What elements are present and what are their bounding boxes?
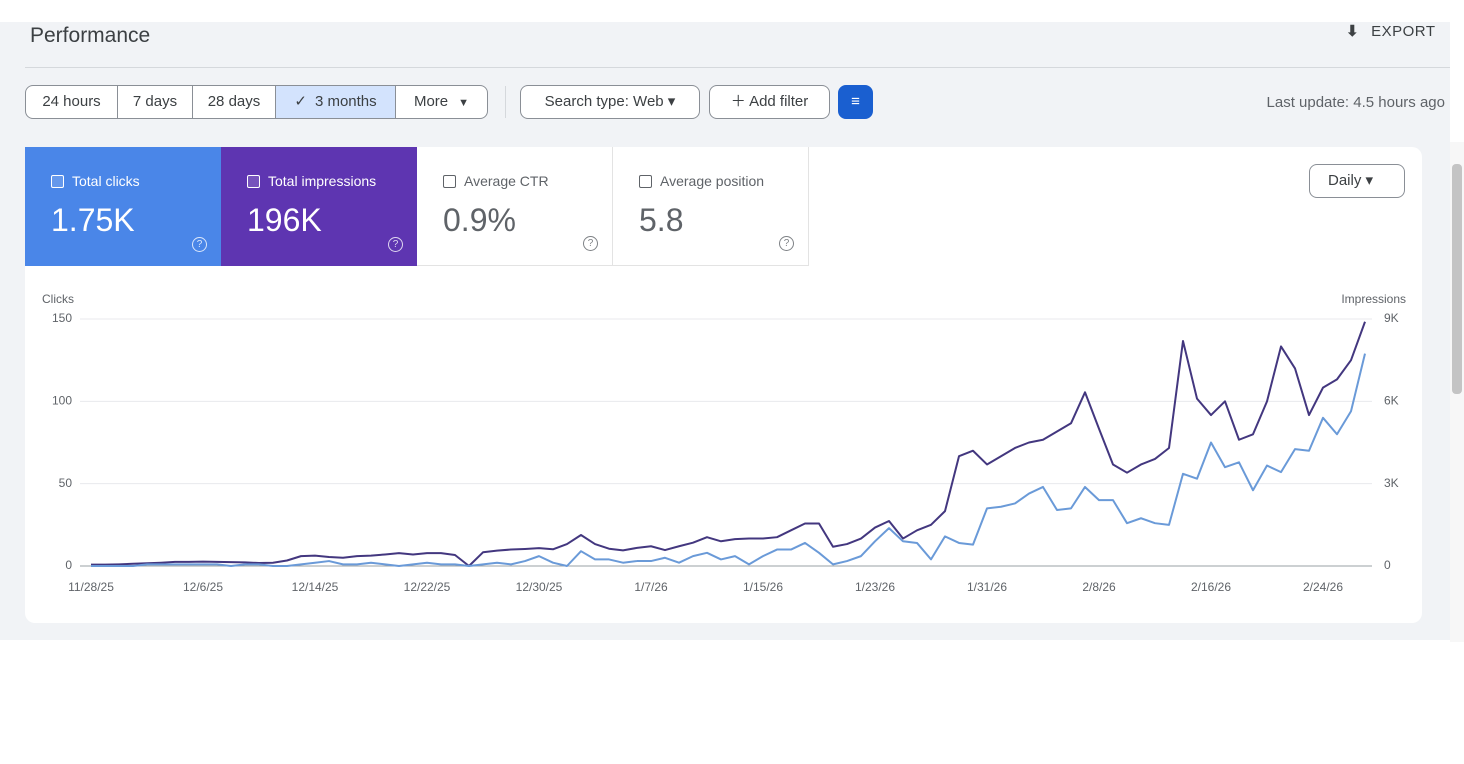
scroll-thumb[interactable] bbox=[1452, 164, 1462, 394]
metric-label: Average position bbox=[660, 173, 765, 189]
granularity-dropdown[interactable]: Daily ▾ bbox=[1309, 164, 1405, 198]
metric-value: 1.75K bbox=[51, 202, 135, 238]
metric-label: Average CTR bbox=[464, 173, 549, 189]
divider bbox=[25, 67, 1450, 68]
x-tick-label: 1/23/26 bbox=[855, 580, 895, 594]
separator bbox=[505, 86, 506, 118]
metric-label: Total impressions bbox=[268, 173, 377, 189]
metric-value: 0.9% bbox=[443, 202, 516, 238]
checkbox bbox=[51, 175, 64, 188]
range-button[interactable]: More ▼ bbox=[395, 85, 488, 119]
x-tick-label: 1/7/26 bbox=[634, 580, 668, 594]
y-tick-label: 100 bbox=[52, 394, 72, 408]
range-button[interactable]: 28 days bbox=[192, 85, 276, 119]
x-tick-label: 11/28/25 bbox=[68, 580, 114, 594]
granularity-label: Daily bbox=[1328, 172, 1362, 189]
search-type-button[interactable]: Search type: Web ▾ bbox=[520, 85, 700, 119]
range-label: 24 hours bbox=[42, 93, 101, 110]
y2-tick-label: 3K bbox=[1384, 476, 1399, 490]
metric-card[interactable]: Total clicks 1.75K? bbox=[25, 147, 221, 266]
y-tick-label: 0 bbox=[65, 558, 72, 572]
dropdown-arrow: ▼ bbox=[458, 97, 470, 109]
series-line bbox=[91, 353, 1366, 567]
y-axis-title: Clicks bbox=[42, 292, 74, 306]
y2-tick-label: 6K bbox=[1384, 394, 1399, 408]
metric-card[interactable]: Total impressions 196K? bbox=[221, 147, 417, 266]
checkbox bbox=[639, 175, 652, 188]
add-filter-label: Add filter bbox=[749, 93, 809, 110]
range-button[interactable]: ✓ 3 months bbox=[275, 85, 396, 119]
scrollbar bbox=[1450, 142, 1464, 642]
metric-label: Total clicks bbox=[72, 173, 140, 189]
range-label: 28 days bbox=[207, 93, 261, 110]
last-update: Last update: 4.5 hours ago bbox=[1266, 94, 1445, 111]
help-icon: ? bbox=[388, 237, 403, 252]
range-button[interactable]: 24 hours bbox=[25, 85, 118, 119]
metric-card[interactable]: Average position 5.8? bbox=[613, 147, 809, 266]
page-title: Performance bbox=[30, 24, 151, 47]
help-icon: ? bbox=[583, 236, 598, 251]
help-icon: ? bbox=[192, 237, 207, 252]
series-line bbox=[91, 321, 1366, 567]
x-tick-label: 12/6/25 bbox=[183, 580, 223, 594]
add-filter-button[interactable]: ＋ Add filter bbox=[709, 85, 830, 119]
x-tick-label: 2/8/26 bbox=[1082, 580, 1116, 594]
metric-value: 5.8 bbox=[639, 202, 684, 238]
y2-axis-title: Impressions bbox=[1341, 292, 1406, 306]
y2-tick-label: 9K bbox=[1384, 311, 1399, 325]
x-tick-label: 1/15/26 bbox=[743, 580, 783, 594]
range-label: More bbox=[413, 93, 449, 110]
x-tick-label: 12/30/25 bbox=[516, 580, 563, 594]
check-icon: ✓ bbox=[294, 93, 307, 110]
metric-card[interactable]: Average CTR 0.9%? bbox=[417, 147, 613, 266]
range-button[interactable]: 7 days bbox=[117, 85, 193, 119]
x-tick-label: 12/14/25 bbox=[292, 580, 339, 594]
y-tick-label: 50 bbox=[59, 476, 73, 490]
metric-value: 196K bbox=[247, 202, 322, 238]
export-button[interactable]: ⬇ EXPORT bbox=[1346, 23, 1436, 40]
export-label: EXPORT bbox=[1371, 23, 1436, 40]
checkbox bbox=[443, 175, 456, 188]
filter-icon-button[interactable]: ≡ bbox=[838, 85, 873, 119]
x-tick-label: 1/31/26 bbox=[967, 580, 1007, 594]
y2-tick-label: 0 bbox=[1384, 558, 1391, 572]
search-type-label: Search type: Web bbox=[544, 93, 664, 110]
x-tick-label: 2/16/26 bbox=[1191, 580, 1231, 594]
x-tick-label: 12/22/25 bbox=[404, 580, 451, 594]
range-label: 3 months bbox=[314, 93, 377, 110]
range-label: 7 days bbox=[132, 93, 178, 110]
x-tick-label: 2/24/26 bbox=[1303, 580, 1343, 594]
help-icon: ? bbox=[779, 236, 794, 251]
checkbox bbox=[247, 175, 260, 188]
y-tick-label: 150 bbox=[52, 311, 72, 325]
